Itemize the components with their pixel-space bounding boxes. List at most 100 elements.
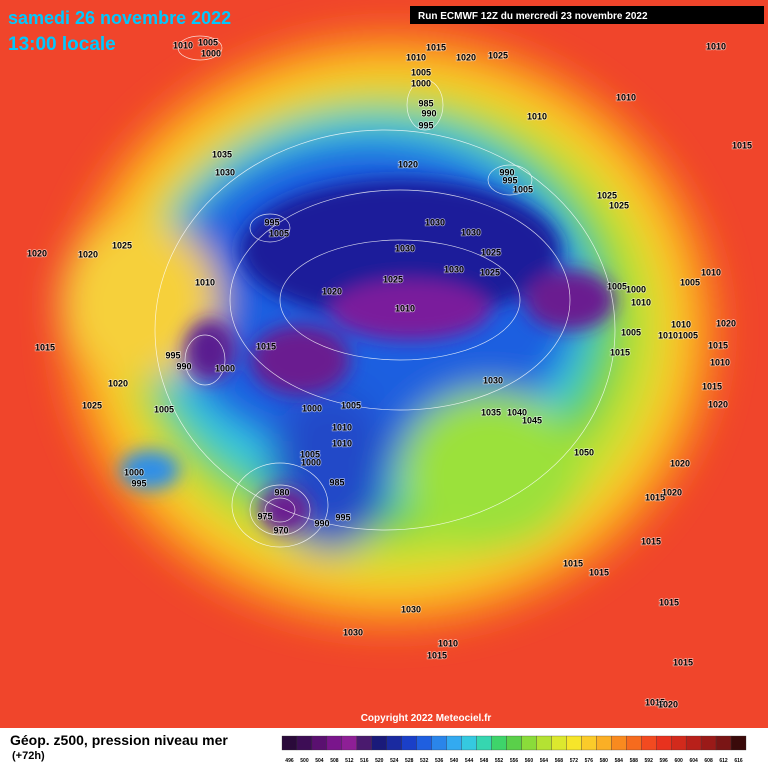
legend-cell [551,735,567,751]
pressure-label: 1045 [522,415,542,425]
pressure-label: 1010 [671,319,691,329]
pressure-label: 1020 [398,159,418,169]
legend-value: 608 [704,758,713,764]
pressure-label: 1015 [256,341,276,351]
pressure-label: 1020 [708,399,728,409]
pressure-label: 1020 [78,249,98,259]
pressure-label: 975 [257,511,272,521]
legend-value: 528 [405,758,414,764]
color-legend: 496 500 504 508 512 516 520 524 528 532 536 540 544 5… [281,735,747,764]
pressure-label: 1035 [212,149,232,159]
legend-cell [281,735,298,751]
run-info: Run ECMWF 12Z du mercredi 23 novembre 20… [418,11,648,22]
pressure-label: 970 [273,525,288,535]
pressure-label: 1020 [662,487,682,497]
pressure-label: 995 [131,478,146,488]
pressure-label: 1010 [406,52,426,62]
legend-value: 500 [300,758,309,764]
pressure-label: 1015 [610,347,630,357]
legend-cell [386,735,402,751]
pressure-label: 1005 [198,37,218,47]
pressure-label: 990 [499,167,514,177]
pressure-label: 1020 [670,458,690,468]
legend-cell [671,735,687,751]
pressure-label: 1010 [706,41,726,51]
pressure-label: 1030 [461,227,481,237]
pressure-label: 1010 [395,303,415,313]
pressure-label: 1030 [444,264,464,274]
legend-value: 576 [585,758,594,764]
legend-cell [296,735,313,751]
pressure-label: 1010 [195,277,215,287]
pressure-label: 1005 [341,400,361,410]
pressure-label: 1030 [343,627,363,637]
legend-value: 544 [465,758,474,764]
pressure-label: 1015 [659,597,679,607]
pressure-label: 1005 [300,449,320,459]
copyright: Copyright 2022 Meteociel.fr [361,713,492,724]
pressure-label: 1030 [395,243,415,253]
pressure-label: 1025 [112,240,132,250]
legend-value: 552 [495,758,504,764]
legend-value: 604 [689,758,698,764]
pressure-label: 1030 [401,604,421,614]
pressure-label: 1015 [563,558,583,568]
legend-cell [641,735,657,751]
pressure-label: 1015 [427,650,447,660]
legend-value: 524 [390,758,399,764]
pressure-label: 1015 [645,492,665,502]
field [0,0,768,728]
legend-cell [341,735,357,751]
pressure-label: 1010 [631,297,651,307]
pressure-label: 1015 [645,697,665,707]
pressure-label: 1005 [154,404,174,414]
legend-value: 580 [600,758,609,764]
legend-value: 536 [435,758,444,764]
pressure-label: 1005 [607,281,627,291]
legend-cell [700,735,717,751]
pressure-label: 1025 [383,274,403,284]
pressure-label: 1025 [597,190,617,200]
legend-value: 600 [674,758,683,764]
pressure-label: 1005 [678,330,698,340]
pressure-label: 1015 [702,381,722,391]
legend-cell [521,735,537,751]
legend-cell [611,735,627,751]
pressure-label: 1015 [641,536,661,546]
pressure-label: 985 [418,98,433,108]
pressure-label: 1010 [658,330,678,340]
legend-value: 612 [719,758,728,764]
pressure-label: 1010 [332,422,352,432]
legend-cell [656,735,672,751]
pressure-label: 1035 [481,407,501,417]
pressure-label: 1020 [716,318,736,328]
pressure-label: 1030 [483,375,503,385]
pressure-label: 1020 [658,699,678,709]
legend-value: 532 [420,758,429,764]
legend-value: 556 [510,758,519,764]
legend-cell [566,735,582,751]
pressure-label: 1040 [507,407,527,417]
pressure-label: 990 [176,361,191,371]
pressure-label: 1020 [108,378,128,388]
pressure-label: 995 [335,512,350,522]
legend-value: 496 [285,758,294,764]
legend-cell [326,735,343,751]
pressure-label: 1015 [426,42,446,52]
legend-value: 520 [375,758,384,764]
pressure-label: 1005 [621,327,641,337]
pressure-label: 1000 [302,403,322,413]
legend-cell [491,735,507,751]
pressure-label: 1000 [301,457,321,467]
pressure-label: 1010 [710,357,730,367]
legend-value: 616 [734,758,743,764]
pressure-label: 1025 [488,50,508,60]
pressure-label: 1020 [456,52,476,62]
pressure-label: 1015 [589,567,609,577]
pressure-label: 1015 [732,140,752,150]
legend-value: 564 [540,758,549,764]
legend-value: 548 [480,758,489,764]
pressure-label: 1005 [680,277,700,287]
